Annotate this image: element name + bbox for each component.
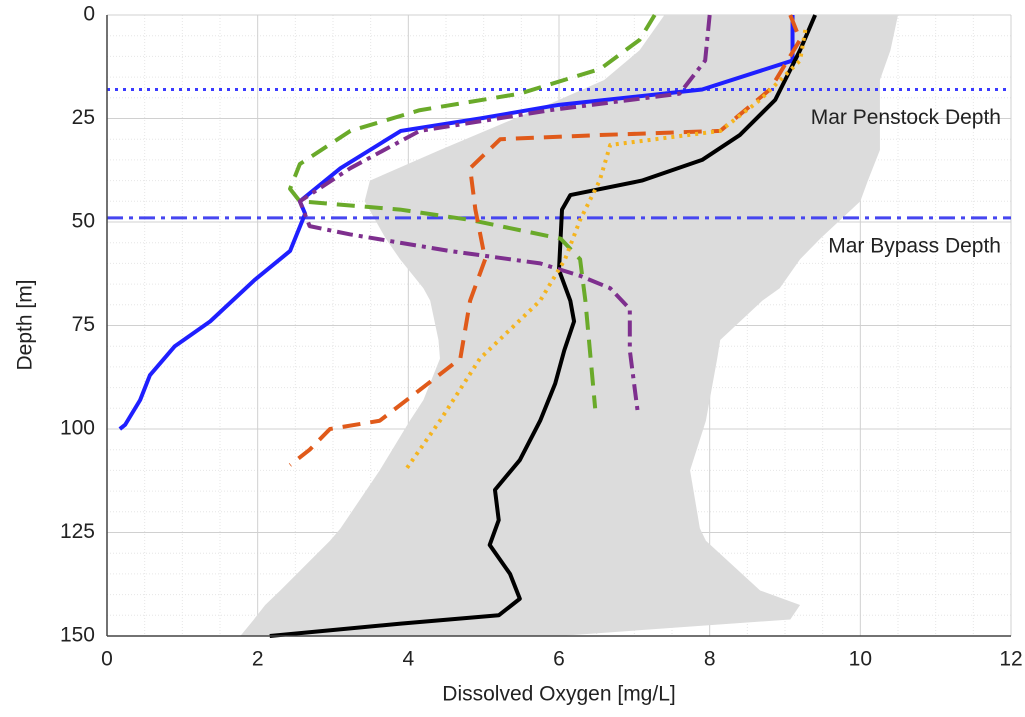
profile-line: [118, 15, 795, 431]
profile-line: [288, 13, 657, 409]
y-tick-label: 100: [60, 417, 95, 440]
x-tick-label: 0: [101, 648, 113, 671]
x-tick-label: 4: [402, 648, 414, 671]
y-tick-label: 25: [72, 106, 95, 129]
reference-label: Mar Penstock Depth: [811, 106, 1001, 129]
x-tick-label: 12: [999, 648, 1022, 671]
y-tick-label: 150: [60, 624, 95, 647]
range-band: [240, 15, 899, 636]
y-tick-label: 0: [83, 3, 95, 26]
y-tick-label: 125: [60, 520, 95, 543]
y-tick-label: 50: [72, 210, 95, 233]
profile-line: [269, 14, 817, 638]
x-tick-label: 6: [553, 648, 565, 671]
x-axis-label: Dissolved Oxygen [mg/L]: [442, 683, 675, 706]
y-axis-label: Depth [m]: [14, 279, 37, 370]
profile-line: [297, 14, 712, 416]
y-tick-label: 75: [72, 313, 95, 336]
x-tick-label: 8: [704, 648, 716, 671]
reference-label: Mar Bypass Depth: [828, 234, 1001, 257]
x-tick-label: 2: [252, 648, 264, 671]
x-tick-label: 10: [849, 648, 872, 671]
